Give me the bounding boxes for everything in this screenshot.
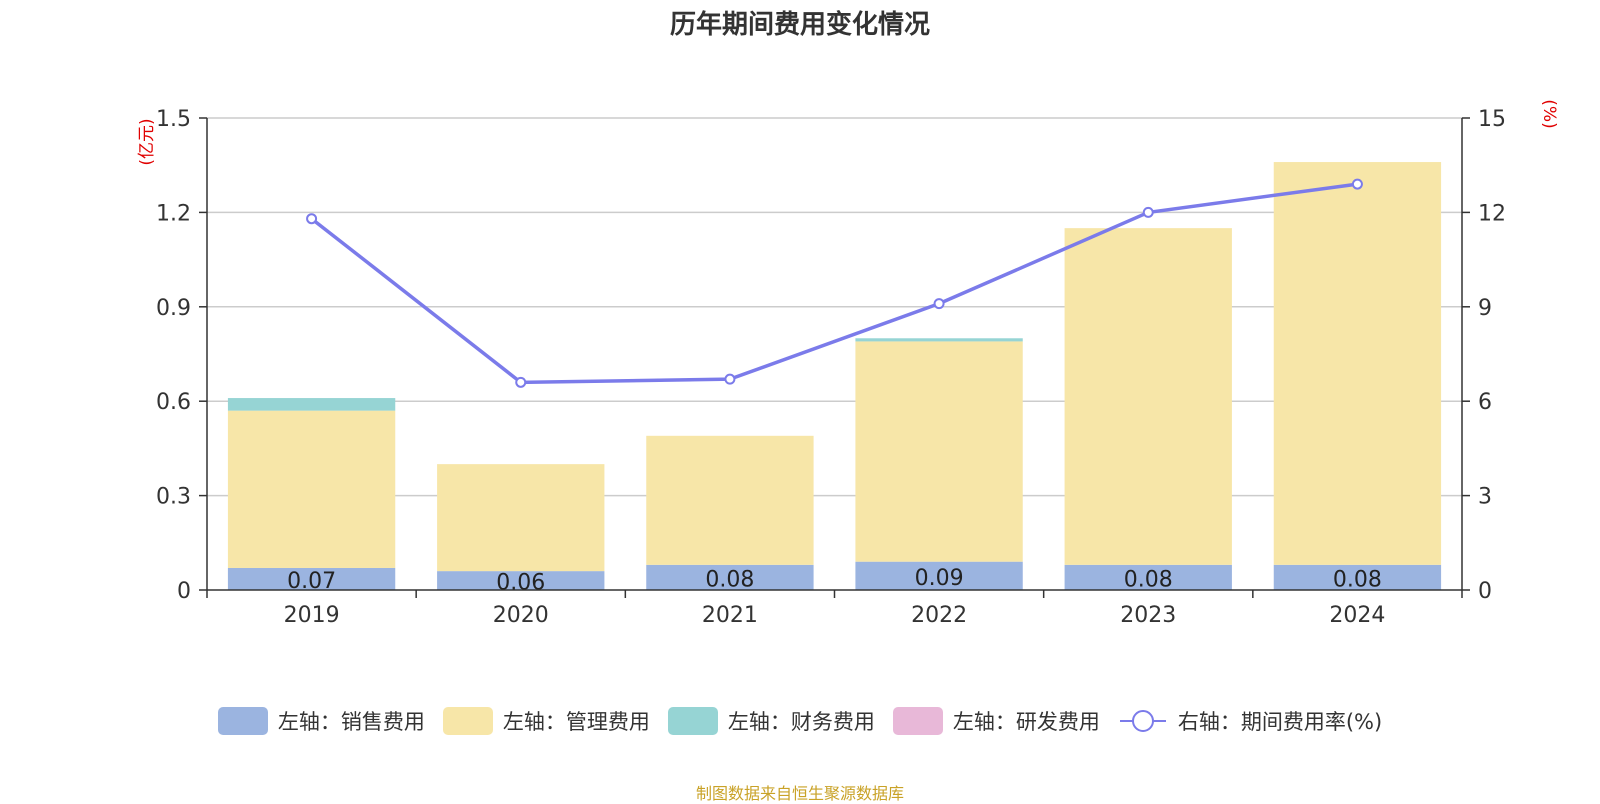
legend-label-rate: 右轴：期间费用率(%)	[1177, 710, 1383, 734]
legend-label-rnd: 左轴：研发费用	[952, 710, 1100, 734]
bar-segment	[1273, 162, 1442, 565]
legend-swatch-sales	[217, 707, 268, 735]
bar-segment	[227, 410, 396, 568]
legend-label-finance: 左轴：财务费用	[727, 710, 875, 734]
right-tick-label: 12	[1478, 201, 1506, 226]
right-tick-label: 0	[1478, 579, 1492, 604]
left-tick-label: 0.6	[156, 390, 191, 415]
legend: 左轴：销售费用 左轴：管理费用 左轴：财务费用 左轴：研发费用 右轴：期间费用率…	[0, 706, 1600, 736]
x-tick-label: 2024	[1329, 603, 1385, 628]
right-axis-label: (%)	[1539, 99, 1559, 128]
bar-segment	[646, 435, 814, 565]
left-tick-label: 0.3	[156, 485, 191, 510]
bar-segment	[646, 564, 814, 590]
bar-segment	[855, 338, 1023, 342]
legend-item-rate[interactable]: 右轴：期间费用率(%)	[1118, 706, 1382, 736]
chart-title: 历年期间费用变化情况	[669, 10, 930, 40]
x-tick-label: 2022	[911, 603, 967, 628]
rate-point	[1351, 178, 1363, 190]
left-tick-label: 0.9	[156, 296, 191, 321]
rate-point	[306, 213, 318, 225]
bar-segment	[855, 341, 1023, 562]
bar-data-label: 0.08	[705, 567, 754, 592]
rate-point	[933, 298, 945, 310]
bar-segment	[855, 561, 1023, 590]
legend-swatch-rnd	[892, 707, 943, 735]
right-tick-label: 3	[1478, 485, 1492, 510]
bar-data-label: 0.08	[1333, 567, 1382, 592]
right-tick-label: 15	[1478, 107, 1506, 132]
rate-line	[310, 182, 1358, 385]
bar-segment	[227, 398, 396, 411]
bar-segment	[227, 567, 396, 590]
x-tick-label: 2023	[1120, 603, 1176, 628]
legend-swatch-admin	[442, 707, 493, 735]
bar-segment	[1064, 564, 1232, 590]
legend-item-admin[interactable]: 左轴：管理费用	[442, 706, 650, 736]
left-axis-label: (亿元)	[137, 118, 157, 165]
bar-segment	[1064, 228, 1232, 565]
bar-data-label: 0.08	[1124, 567, 1173, 592]
bar-segment	[437, 571, 605, 590]
bar-segment	[1273, 564, 1442, 590]
bar-data-label: 0.09	[915, 566, 964, 591]
bar-segment	[437, 464, 605, 572]
rate-point	[724, 373, 736, 385]
left-tick-label: 0	[177, 579, 191, 604]
legend-item-finance[interactable]: 左轴：财务费用	[667, 706, 875, 736]
rate-point	[515, 376, 527, 388]
bar-data-label: 0.06	[496, 571, 545, 596]
x-tick-label: 2019	[284, 603, 340, 628]
legend-label-sales: 左轴：销售费用	[277, 710, 425, 734]
rate-point	[1142, 206, 1154, 218]
legend-swatch-finance	[667, 707, 718, 735]
legend-item-rnd[interactable]: 左轴：研发费用	[892, 706, 1100, 736]
left-tick-label: 1.2	[156, 201, 191, 226]
right-tick-label: 6	[1478, 390, 1492, 415]
legend-line-marker-icon	[1119, 710, 1166, 732]
source-note: 制图数据来自恒生聚源数据库	[695, 784, 904, 803]
legend-item-sales[interactable]: 左轴：销售费用	[217, 706, 425, 736]
x-tick-label: 2020	[493, 603, 549, 628]
right-tick-label: 9	[1478, 296, 1492, 321]
x-tick-label: 2021	[702, 603, 758, 628]
left-tick-label: 1.5	[156, 107, 191, 132]
legend-label-admin: 左轴：管理费用	[502, 710, 650, 734]
